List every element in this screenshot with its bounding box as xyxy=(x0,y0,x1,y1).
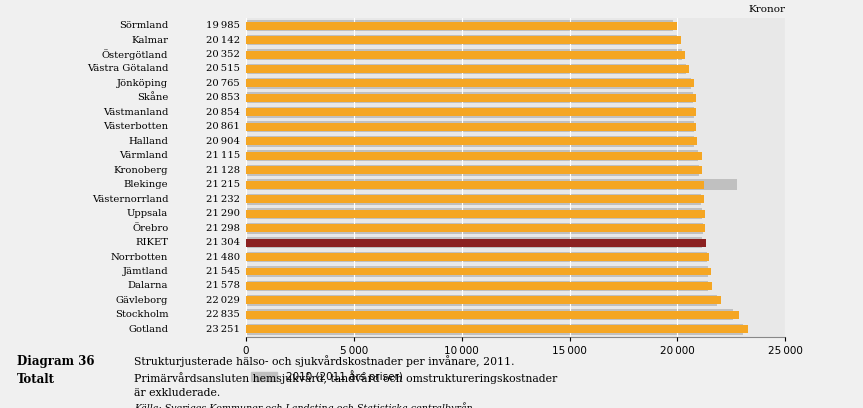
Bar xyxy=(246,109,696,116)
Text: Halland: Halland xyxy=(129,137,168,146)
Text: 21 290: 21 290 xyxy=(206,209,240,218)
Bar xyxy=(246,80,694,87)
Bar xyxy=(246,223,703,233)
Bar xyxy=(246,311,739,319)
Text: Jönköping: Jönköping xyxy=(117,79,168,88)
Text: Skåne: Skåne xyxy=(137,93,168,102)
Text: Uppsala: Uppsala xyxy=(127,209,168,218)
Text: 21 128: 21 128 xyxy=(205,166,240,175)
Bar xyxy=(246,166,702,174)
Bar xyxy=(246,152,702,160)
Bar xyxy=(246,122,694,132)
Bar xyxy=(246,310,733,320)
Bar xyxy=(246,65,689,73)
Legend: 2010 (2011 års priser): 2010 (2011 års priser) xyxy=(251,370,402,382)
Text: 22 835: 22 835 xyxy=(206,310,240,319)
Text: 23 251: 23 251 xyxy=(206,325,240,334)
Bar xyxy=(246,266,708,277)
Bar xyxy=(246,224,705,232)
Text: 20 142: 20 142 xyxy=(205,35,240,44)
Bar xyxy=(246,165,698,176)
Text: Sörmland: Sörmland xyxy=(119,21,168,30)
Bar xyxy=(246,282,711,290)
Text: Dalarna: Dalarna xyxy=(128,282,168,290)
Text: Strukturjusterade hälso- och sjukvårdskostnader per invånare, 2011.
Primärvårdsa: Strukturjusterade hälso- och sjukvårdsko… xyxy=(134,355,557,399)
Text: Gotland: Gotland xyxy=(129,325,168,334)
Text: 21 578: 21 578 xyxy=(206,282,240,290)
Text: Västra Götaland: Västra Götaland xyxy=(87,64,168,73)
Text: Örebro: Örebro xyxy=(132,224,168,233)
Bar xyxy=(246,93,692,103)
Bar xyxy=(246,208,702,219)
Text: 20 853: 20 853 xyxy=(206,93,240,102)
Bar xyxy=(246,179,737,190)
Bar xyxy=(246,324,743,335)
Text: 21 545: 21 545 xyxy=(205,267,240,276)
Text: Västerbotten: Västerbotten xyxy=(104,122,168,131)
Text: Värmland: Värmland xyxy=(120,151,168,160)
Bar xyxy=(246,210,705,217)
Bar xyxy=(246,194,701,204)
Text: 21 232: 21 232 xyxy=(206,195,240,204)
Text: Blekinge: Blekinge xyxy=(123,180,168,189)
Text: Kronor: Kronor xyxy=(748,4,785,13)
Text: 20 904: 20 904 xyxy=(206,137,240,146)
Text: 20 861: 20 861 xyxy=(206,122,240,131)
Text: Östergötland: Östergötland xyxy=(102,49,168,60)
Text: RIKET: RIKET xyxy=(135,238,168,247)
Text: 20 352: 20 352 xyxy=(206,50,240,59)
Text: Jämtland: Jämtland xyxy=(123,267,168,276)
Bar xyxy=(246,297,721,304)
Text: Norrbotten: Norrbotten xyxy=(111,253,168,262)
Bar xyxy=(246,94,696,102)
Text: 20 765: 20 765 xyxy=(206,79,240,88)
Bar xyxy=(246,237,702,248)
Text: 20 515: 20 515 xyxy=(206,64,240,73)
Bar xyxy=(246,239,706,246)
Bar xyxy=(246,107,694,118)
Text: 19 985: 19 985 xyxy=(206,21,240,30)
Text: Kalmar: Kalmar xyxy=(131,35,168,44)
Text: Stockholm: Stockholm xyxy=(115,310,168,319)
Text: 21 480: 21 480 xyxy=(205,253,240,262)
Bar xyxy=(246,36,681,44)
Bar xyxy=(246,51,685,58)
Text: 21 115: 21 115 xyxy=(205,151,240,160)
Bar xyxy=(246,78,691,89)
Bar xyxy=(246,181,703,188)
Bar xyxy=(246,137,697,145)
Text: Västernorrland: Västernorrland xyxy=(91,195,168,204)
Text: 21 298: 21 298 xyxy=(206,224,240,233)
Text: 20 854: 20 854 xyxy=(206,108,240,117)
Text: Totalt: Totalt xyxy=(17,373,55,386)
Bar xyxy=(246,252,707,262)
Text: 21 304: 21 304 xyxy=(205,238,240,247)
Bar xyxy=(246,281,709,291)
Text: Källa: Sveriges Kommuner och Landsting och Statistiska centralbyrån: Källa: Sveriges Kommuner och Landsting o… xyxy=(134,402,472,408)
Text: 22 029: 22 029 xyxy=(206,296,240,305)
Bar xyxy=(246,136,694,147)
Bar xyxy=(246,326,747,333)
Bar xyxy=(246,151,698,161)
Bar xyxy=(246,35,677,45)
Bar xyxy=(246,253,709,261)
Bar xyxy=(246,295,716,306)
Bar xyxy=(246,64,686,74)
Text: Diagram 36: Diagram 36 xyxy=(17,355,95,368)
Text: Gävleborg: Gävleborg xyxy=(116,296,168,305)
Bar xyxy=(246,20,673,31)
Text: Kronoberg: Kronoberg xyxy=(114,166,168,175)
Text: 21 215: 21 215 xyxy=(205,180,240,189)
Bar xyxy=(246,123,696,131)
Bar xyxy=(246,195,704,203)
Bar xyxy=(246,22,677,29)
Text: Västmanland: Västmanland xyxy=(103,108,168,117)
Bar xyxy=(246,268,711,275)
Bar xyxy=(246,49,682,60)
